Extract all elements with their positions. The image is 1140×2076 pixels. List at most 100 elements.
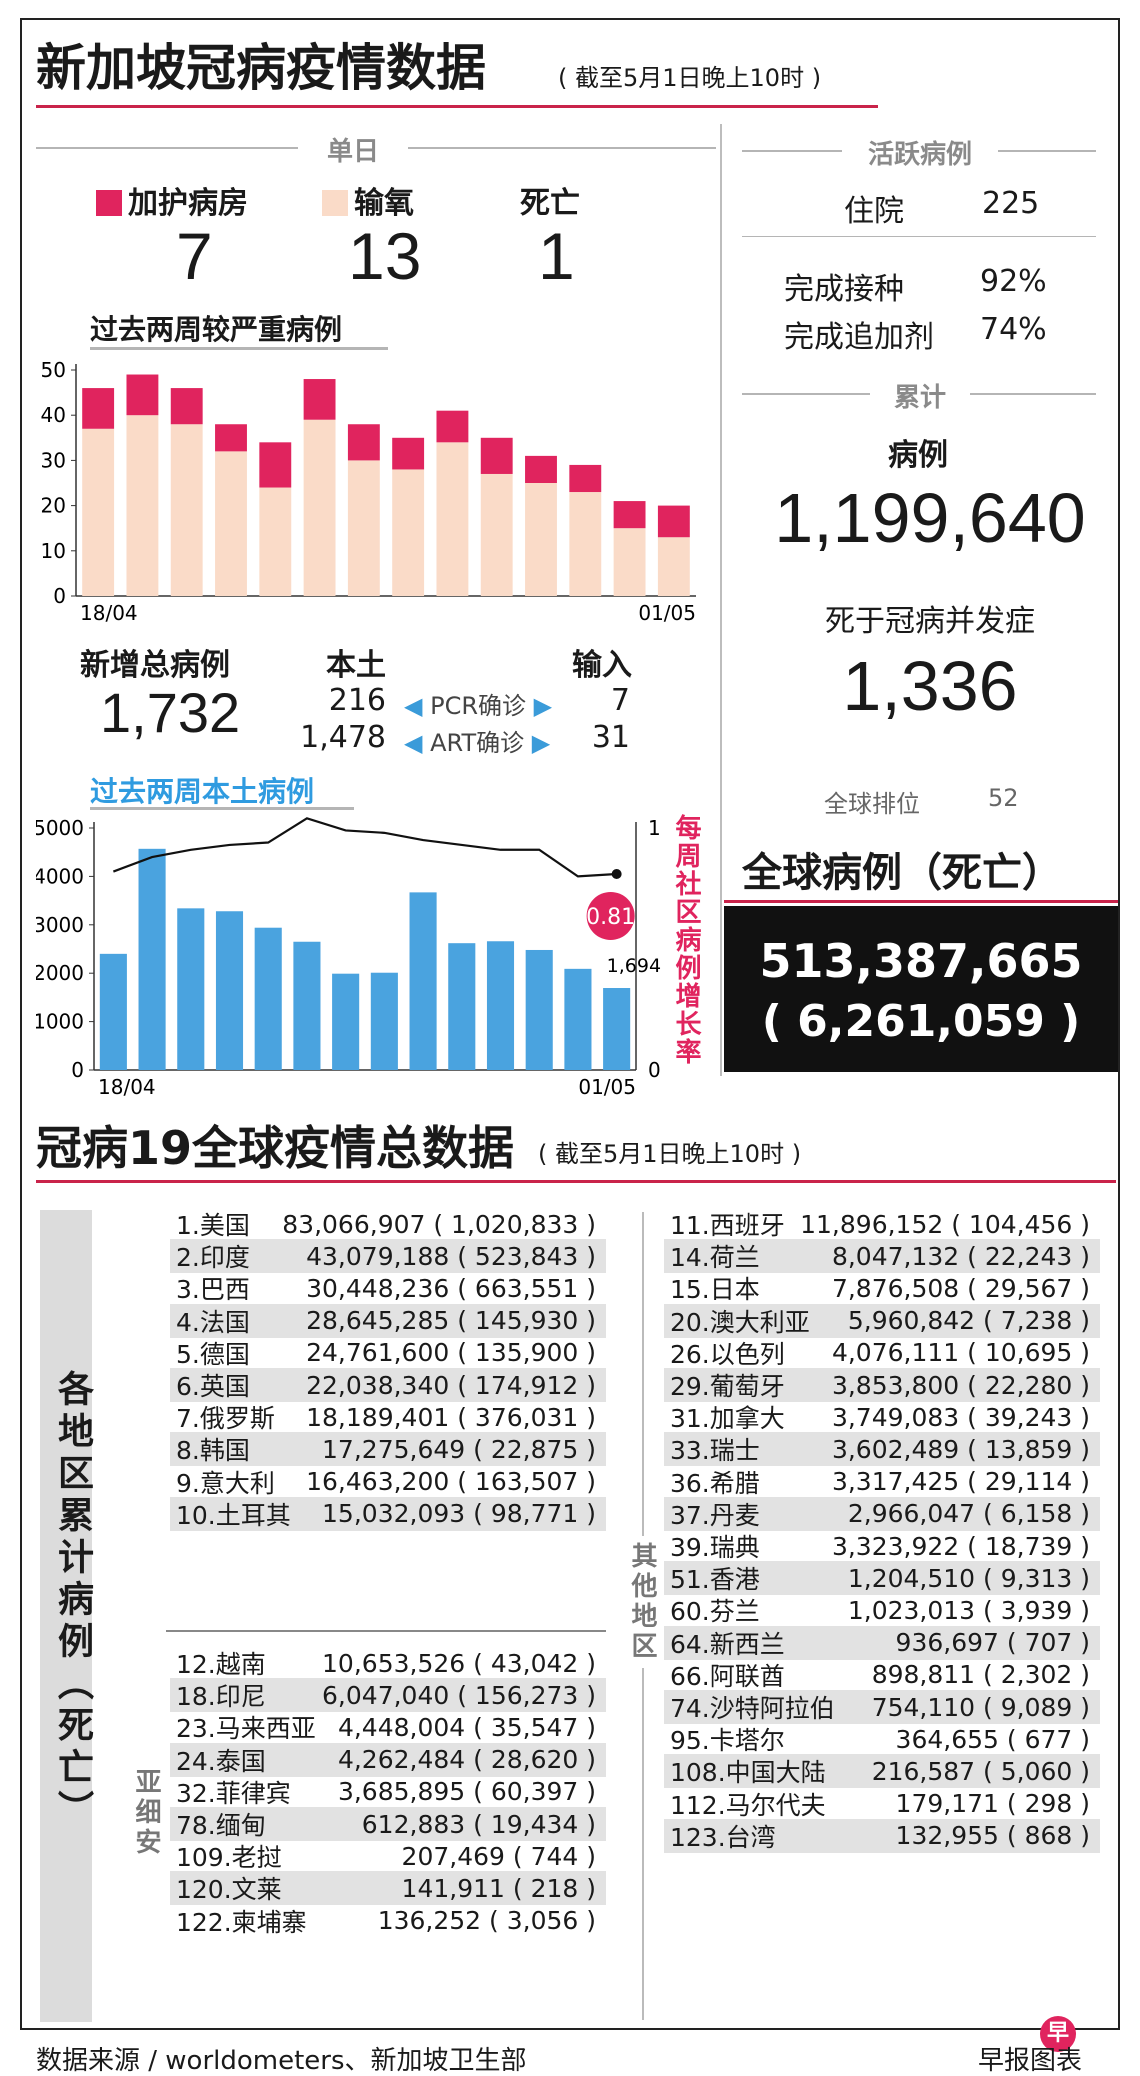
global-cases-box: 513,387,665 ( 6,261,059 ) xyxy=(724,906,1118,1072)
global-cases-value: 513,387,665 xyxy=(759,934,1083,988)
bar-segment xyxy=(347,460,380,596)
country-cases: 22,038,340 ( 174,912 ) xyxy=(306,1370,596,1400)
country-name: 108.中国大陆 xyxy=(670,1758,826,1788)
list-item: 9.意大利 16,463,200 ( 163,507 ) xyxy=(170,1465,606,1499)
y-tick-label: 30 xyxy=(41,448,66,472)
global-rank-value: 52 xyxy=(988,784,1019,812)
country-cases: 364,655 ( 677 ) xyxy=(895,1724,1090,1754)
daily-heading: 单日 xyxy=(298,131,408,168)
list-item: 64.新西兰 936,697 ( 707 ) xyxy=(664,1625,1100,1660)
title-underline xyxy=(36,105,878,108)
bar-segment xyxy=(657,537,690,596)
bar-segment xyxy=(126,374,159,416)
bar-segment xyxy=(525,483,557,596)
pcr-label: PCR确诊 xyxy=(430,692,527,720)
art-label: ART确诊 xyxy=(430,729,525,757)
country-name: 64.新西兰 xyxy=(670,1629,785,1659)
list-item: 32.菲律宾 3,685,895 ( 60,397 ) xyxy=(170,1775,606,1809)
list-item: 66.阿联酋 898,811 ( 2,302 ) xyxy=(664,1658,1100,1692)
bar-segment xyxy=(436,410,469,443)
list-item: 120.文莱 141,911 ( 218 ) xyxy=(170,1871,606,1906)
hospital-divider xyxy=(742,236,1096,237)
new-cases-total: 1,732 xyxy=(100,681,241,744)
new-cases-label: 新增总病例 xyxy=(80,648,230,683)
country-name: 6.英国 xyxy=(176,1372,250,1401)
list-item: 18.印尼 6,047,040 ( 156,273 ) xyxy=(170,1678,606,1713)
list-item: 31.加拿大 3,749,083 ( 39,243 ) xyxy=(664,1400,1100,1434)
global-section-title: 冠病19全球疫情总数据 xyxy=(36,1121,515,1175)
death-value: 1 xyxy=(538,219,575,293)
x-label-first: 18/04 xyxy=(80,601,138,625)
list-item: 15.日本 7,876,508 ( 29,567 ) xyxy=(664,1271,1100,1305)
country-name: 33.瑞士 xyxy=(670,1436,760,1466)
y-tick-label: 20 xyxy=(41,494,66,518)
list-item: 39.瑞典 3,323,922 ( 18,739 ) xyxy=(664,1529,1100,1563)
list-item: 7.俄罗斯 18,189,401 ( 376,031 ) xyxy=(170,1400,606,1434)
country-name: 60.芬兰 xyxy=(670,1597,760,1627)
bar xyxy=(254,927,282,1070)
list-item: 60.芬兰 1,023,013 ( 3,939 ) xyxy=(664,1593,1100,1627)
growth-badge xyxy=(586,891,635,940)
column-divider xyxy=(720,124,722,1076)
country-name: 39.瑞典 xyxy=(670,1533,760,1562)
country-cases: 4,262,484 ( 28,620 ) xyxy=(337,1745,596,1775)
y-tick-label: 3000 xyxy=(36,913,84,937)
country-cases: 3,602,489 ( 13,859 ) xyxy=(831,1434,1090,1464)
country-cases: 24,761,600 ( 135,900 ) xyxy=(306,1338,596,1368)
growth-line xyxy=(112,817,617,878)
vaccination-value: 92% xyxy=(980,264,1047,299)
list-item: 3.巴西 30,448,236 ( 663,551 ) xyxy=(170,1271,606,1305)
severe-cases-chart: 0 10 20 30 40 50 18/04 01/05 xyxy=(41,358,696,625)
list-item: 23.马来西亚 4,448,004 ( 35,547 ) xyxy=(170,1710,606,1744)
x-label-last: 01/05 xyxy=(578,1075,636,1099)
country-cases: 2,966,047 ( 6,158 ) xyxy=(847,1499,1090,1529)
list-item: 11.西班牙 11,896,152 ( 104,456 ) xyxy=(664,1207,1100,1241)
bar-segment xyxy=(392,469,425,596)
left-arrow-icon: ◀ xyxy=(404,692,423,720)
country-cases: 83,066,907 ( 1,020,833 ) xyxy=(282,1209,596,1239)
list-item: 1.美国 83,066,907 ( 1,020,833 ) xyxy=(170,1207,606,1241)
bar xyxy=(603,988,631,1070)
art-row-label: ◀ ART确诊 ▶ xyxy=(404,723,550,758)
list-item: 95.卡塔尔 364,655 ( 677 ) xyxy=(664,1722,1100,1756)
country-cases: 7,876,508 ( 29,567 ) xyxy=(831,1273,1090,1303)
country-cases: 6,047,040 ( 156,273 ) xyxy=(322,1680,596,1710)
country-cases: 16,463,200 ( 163,507 ) xyxy=(306,1467,596,1497)
list-item: 29.葡萄牙 3,853,800 ( 22,280 ) xyxy=(664,1368,1100,1402)
severe-chart-title: 过去两周较严重病例 xyxy=(90,313,343,346)
list-item: 26.以色列 4,076,111 ( 10,695 ) xyxy=(664,1336,1100,1370)
bar-segment xyxy=(82,388,115,429)
bar-segment xyxy=(126,415,159,596)
bar xyxy=(293,941,321,1070)
list-item: 74.沙特阿拉伯 754,110 ( 9,089 ) xyxy=(664,1690,1100,1724)
list-item: 112.马尔代夫 179,171 ( 298 ) xyxy=(664,1787,1100,1821)
country-name: 3.巴西 xyxy=(176,1275,250,1305)
country-cases: 43,079,188 ( 523,843 ) xyxy=(306,1241,596,1271)
y-tick-label: 4000 xyxy=(36,864,84,888)
bar-segment xyxy=(480,437,513,474)
y-tick-label: 0 xyxy=(53,584,66,608)
cumulative-deaths-value: 1,336 xyxy=(842,647,1018,725)
country-cases: 1,204,510 ( 9,313 ) xyxy=(847,1563,1090,1593)
severe-chart-title-underline xyxy=(90,347,388,350)
list-item: 8.韩国 17,275,649 ( 22,875 ) xyxy=(170,1432,606,1467)
import-label: 输入 xyxy=(572,648,632,683)
country-name: 23.马来西亚 xyxy=(176,1714,316,1744)
country-name: 20.澳大利亚 xyxy=(670,1307,810,1337)
country-cases: 17,275,649 ( 22,875 ) xyxy=(322,1434,596,1464)
bar-segment xyxy=(170,424,203,596)
list-item: 122.柬埔寨 136,252 ( 3,056 ) xyxy=(170,1904,606,1938)
list-item: 4.法国 28,645,285 ( 145,930 ) xyxy=(170,1303,606,1338)
global-cases-heading: 全球病例（死亡） xyxy=(742,850,1062,896)
icu-value: 7 xyxy=(176,219,213,293)
country-cases: 28,645,285 ( 145,930 ) xyxy=(306,1306,596,1336)
infographic-frame xyxy=(20,18,1120,2030)
country-cases: 5,960,842 ( 7,238 ) xyxy=(847,1306,1090,1336)
local-chart-title-underline xyxy=(90,807,354,810)
country-cases: 3,317,425 ( 29,114 ) xyxy=(831,1467,1090,1497)
country-cases: 1,023,013 ( 3,939 ) xyxy=(847,1595,1090,1625)
bar-segment xyxy=(480,473,513,596)
bar xyxy=(99,953,127,1070)
graphic-credit: 早报图表 xyxy=(978,2046,1083,2076)
right-arrow-icon: ▶ xyxy=(533,692,553,720)
